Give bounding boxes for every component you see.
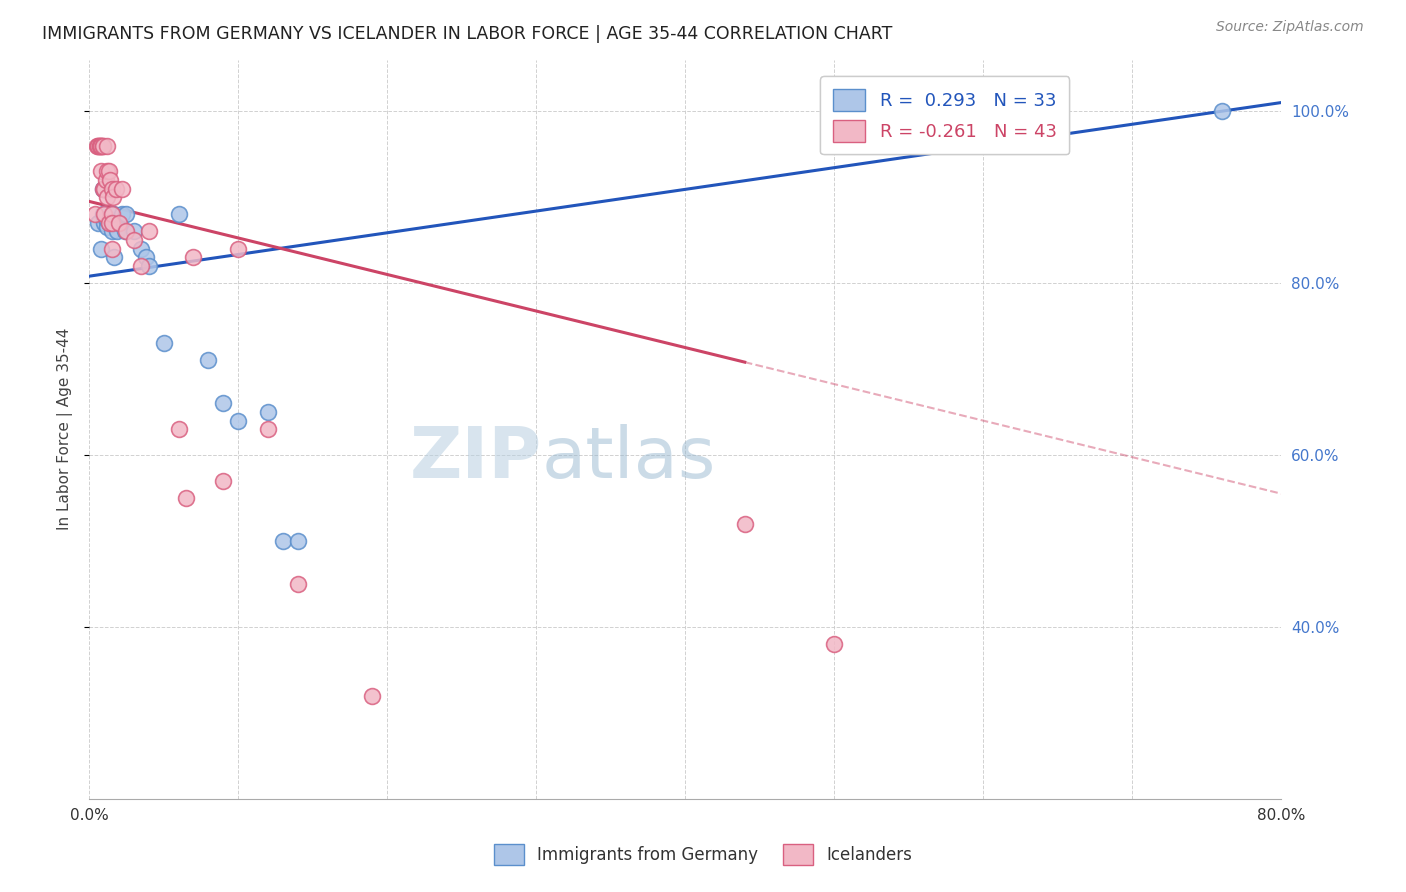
Point bbox=[93, 207, 115, 221]
Point bbox=[87, 216, 110, 230]
Point bbox=[287, 533, 309, 548]
Point bbox=[197, 353, 219, 368]
Point bbox=[91, 181, 114, 195]
Text: IMMIGRANTS FROM GERMANY VS ICELANDER IN LABOR FORCE | AGE 35-44 CORRELATION CHAR: IMMIGRANTS FROM GERMANY VS ICELANDER IN … bbox=[42, 25, 893, 43]
Point bbox=[103, 250, 125, 264]
Point bbox=[100, 181, 122, 195]
Point bbox=[257, 422, 280, 436]
Point bbox=[97, 216, 120, 230]
Point bbox=[129, 259, 152, 273]
Point bbox=[100, 207, 122, 221]
Text: Source: ZipAtlas.com: Source: ZipAtlas.com bbox=[1216, 20, 1364, 34]
Point bbox=[94, 211, 117, 226]
Point bbox=[226, 242, 249, 256]
Point bbox=[138, 225, 160, 239]
Point bbox=[101, 207, 124, 221]
Point bbox=[122, 225, 145, 239]
Point bbox=[129, 242, 152, 256]
Point bbox=[101, 190, 124, 204]
Point bbox=[93, 216, 115, 230]
Point bbox=[152, 336, 174, 351]
Point bbox=[271, 533, 294, 548]
Point bbox=[96, 220, 118, 235]
Point bbox=[226, 414, 249, 428]
Point bbox=[93, 181, 115, 195]
Point bbox=[108, 216, 131, 230]
Point bbox=[111, 181, 134, 195]
Point bbox=[94, 173, 117, 187]
Legend: R =  0.293   N = 33, R = -0.261   N = 43: R = 0.293 N = 33, R = -0.261 N = 43 bbox=[820, 76, 1070, 154]
Text: ZIP: ZIP bbox=[409, 425, 543, 493]
Point bbox=[91, 181, 114, 195]
Point bbox=[287, 577, 309, 591]
Point bbox=[84, 207, 107, 221]
Point bbox=[90, 138, 112, 153]
Y-axis label: In Labor Force | Age 35-44: In Labor Force | Age 35-44 bbox=[58, 328, 73, 531]
Point bbox=[91, 207, 114, 221]
Point bbox=[86, 138, 108, 153]
Point bbox=[104, 181, 127, 195]
Point bbox=[98, 211, 121, 226]
Point bbox=[167, 207, 190, 221]
Point bbox=[87, 138, 110, 153]
Point bbox=[183, 250, 205, 264]
Point bbox=[257, 405, 280, 419]
Point bbox=[98, 173, 121, 187]
Point bbox=[361, 689, 384, 703]
Point bbox=[212, 396, 235, 410]
Point bbox=[115, 207, 138, 221]
Point bbox=[100, 225, 122, 239]
Point bbox=[89, 138, 111, 153]
Point bbox=[122, 233, 145, 247]
Point bbox=[97, 216, 120, 230]
Point bbox=[107, 225, 129, 239]
Point bbox=[96, 138, 118, 153]
Point bbox=[167, 422, 190, 436]
Point bbox=[96, 164, 118, 178]
Point bbox=[135, 250, 157, 264]
Point bbox=[93, 181, 115, 195]
Point bbox=[114, 225, 136, 239]
Point bbox=[91, 138, 114, 153]
Point bbox=[174, 491, 197, 505]
Point bbox=[823, 637, 845, 651]
Point bbox=[91, 138, 114, 153]
Point bbox=[89, 138, 111, 153]
Point bbox=[100, 242, 122, 256]
Point bbox=[138, 259, 160, 273]
Point bbox=[101, 216, 124, 230]
Point bbox=[212, 474, 235, 488]
Point bbox=[111, 207, 134, 221]
Point bbox=[1211, 104, 1233, 119]
Point bbox=[90, 242, 112, 256]
Point bbox=[104, 216, 127, 230]
Point bbox=[108, 216, 131, 230]
Legend: Immigrants from Germany, Icelanders: Immigrants from Germany, Icelanders bbox=[484, 834, 922, 875]
Point bbox=[90, 138, 112, 153]
Point bbox=[734, 516, 756, 531]
Point bbox=[96, 190, 118, 204]
Text: atlas: atlas bbox=[543, 425, 717, 493]
Point bbox=[97, 164, 120, 178]
Point bbox=[115, 225, 138, 239]
Point bbox=[100, 216, 122, 230]
Point bbox=[87, 138, 110, 153]
Point bbox=[90, 164, 112, 178]
